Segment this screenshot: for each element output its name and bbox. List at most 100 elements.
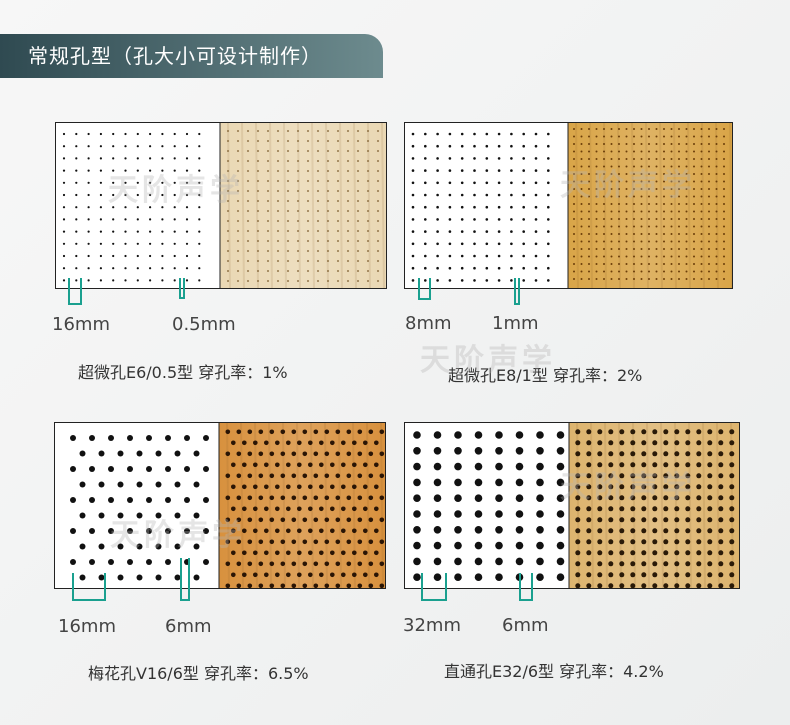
- wood-hole: [670, 203, 673, 205]
- wood-hole: [573, 158, 575, 160]
- wood-hole: [327, 180, 329, 182]
- wood-hole: [663, 210, 665, 213]
- wood-hole: [580, 195, 583, 198]
- wood-hole: [715, 143, 718, 145]
- wood-hole: [707, 572, 713, 578]
- wood-hole: [595, 233, 598, 235]
- hole: [454, 478, 462, 487]
- wood-hole: [264, 550, 269, 556]
- wood-hole: [663, 270, 665, 273]
- hole: [454, 557, 462, 566]
- wood-hole: [287, 220, 289, 222]
- hole: [522, 144, 525, 148]
- hole: [99, 279, 102, 282]
- wood-hole: [597, 572, 603, 578]
- wood-hole: [347, 210, 349, 212]
- wood-hole: [588, 203, 590, 205]
- wood-hole: [700, 128, 703, 130]
- wood-hole: [633, 233, 635, 235]
- hole: [185, 206, 189, 209]
- wood-hole: [327, 240, 329, 242]
- wood-hole: [330, 528, 335, 534]
- wood-hole: [595, 135, 598, 138]
- wood-hole: [700, 143, 703, 145]
- wood-hole: [357, 280, 359, 282]
- wood-hole: [379, 517, 385, 523]
- wood-hole: [307, 210, 309, 212]
- hole: [149, 230, 152, 233]
- wood-hole: [586, 583, 592, 588]
- wood-hole: [580, 173, 583, 175]
- wood-hole: [603, 150, 605, 153]
- wood-hole: [237, 260, 239, 262]
- hole: [75, 145, 78, 148]
- wood-hole: [327, 270, 329, 272]
- hole: [534, 169, 538, 172]
- wood-hole: [608, 583, 614, 588]
- wood-hole: [718, 517, 724, 523]
- hole: [184, 497, 190, 503]
- wood-hole: [363, 506, 368, 512]
- wood-hole: [227, 130, 229, 132]
- hole: [495, 557, 503, 566]
- wood-hole: [275, 440, 280, 446]
- hole: [108, 466, 114, 472]
- wood-hole: [377, 190, 379, 192]
- wood-hole: [257, 230, 259, 232]
- hole: [485, 254, 489, 258]
- hole: [75, 242, 78, 245]
- wood-hole: [693, 135, 695, 138]
- wood-hole: [696, 528, 702, 534]
- wood-hole: [267, 190, 269, 192]
- hole: [62, 206, 66, 209]
- hole: [473, 169, 476, 172]
- wood-hole: [618, 278, 620, 280]
- wood-hole: [267, 210, 269, 212]
- wood-hole: [347, 270, 349, 272]
- wood-hole: [280, 561, 286, 567]
- wood-hole: [663, 429, 669, 435]
- hole: [495, 462, 503, 471]
- wood-hole: [707, 440, 713, 446]
- wood-hole: [640, 203, 643, 205]
- wood-hole: [307, 220, 309, 222]
- hole: [149, 145, 152, 148]
- wood-hole: [655, 240, 658, 243]
- wood-hole: [291, 583, 297, 588]
- wood-hole: [729, 572, 735, 578]
- wood-hole: [269, 495, 275, 501]
- wood-hole: [374, 440, 379, 446]
- wood-hole: [297, 140, 299, 142]
- wood-hole: [586, 517, 592, 523]
- wood-hole: [337, 180, 339, 182]
- hole: [556, 494, 565, 502]
- wood-hole: [678, 143, 680, 145]
- wood-hole: [302, 495, 308, 501]
- wood-hole: [227, 190, 229, 192]
- wood-hole: [674, 517, 680, 523]
- wood-hole: [603, 203, 605, 205]
- wood-hole: [330, 484, 335, 490]
- wood-hole: [618, 180, 620, 183]
- hole: [98, 543, 105, 550]
- wood-hole: [337, 270, 339, 272]
- hole: [124, 206, 127, 209]
- wood-hole: [678, 210, 680, 213]
- wood-hole: [327, 250, 329, 252]
- wood-hole: [307, 170, 309, 172]
- wood-hole: [603, 270, 605, 273]
- wood-hole: [625, 233, 628, 235]
- wood-hole: [610, 233, 613, 235]
- wood-hole: [603, 135, 605, 138]
- wood-hole: [347, 160, 349, 162]
- wood-hole: [652, 528, 658, 534]
- wood-hole: [655, 263, 658, 265]
- wood-hole: [708, 270, 710, 273]
- wood-hole: [346, 473, 352, 479]
- wood-hole: [670, 143, 673, 145]
- hole-label: 0.5mm: [172, 314, 236, 335]
- wood-hole: [580, 210, 583, 213]
- hole: [112, 132, 115, 136]
- wood-hole: [308, 440, 313, 446]
- wood-hole: [652, 550, 658, 556]
